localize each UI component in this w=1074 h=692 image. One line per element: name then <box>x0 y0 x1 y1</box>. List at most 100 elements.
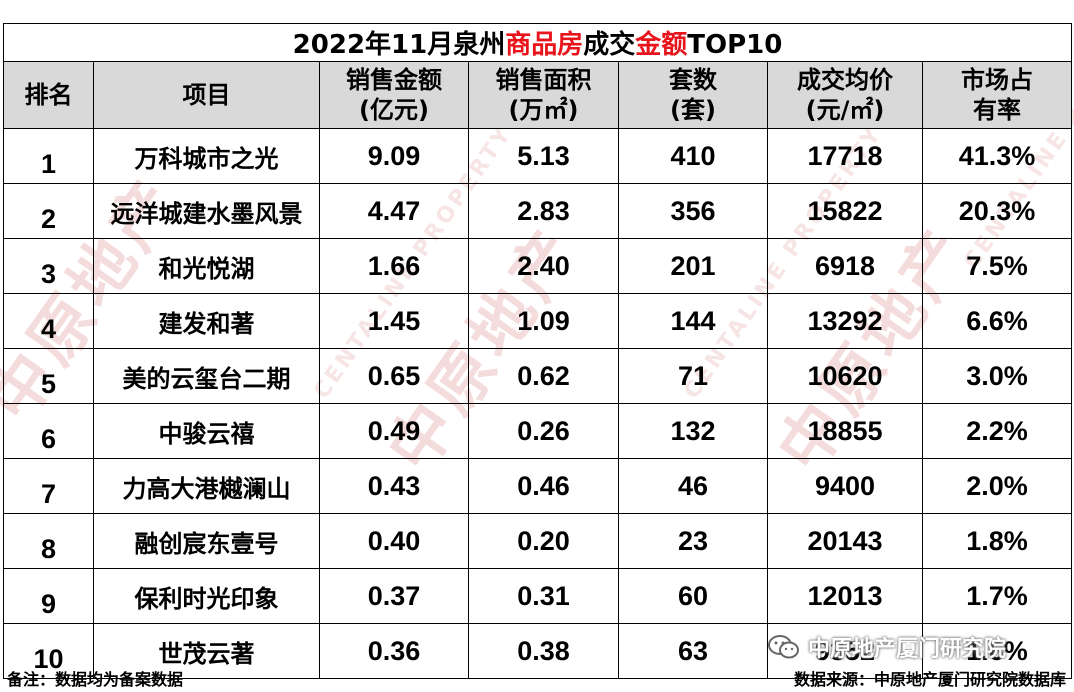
amount-cell: 9.09 <box>319 128 469 184</box>
col-header-units: 套数 (套) <box>618 61 768 129</box>
title-row: 2022年11月泉州商品房成交金额TOP10 <box>2 23 1073 62</box>
table-row: 10 世茂云著 0.36 0.38 63 9352 1.6% <box>3 623 1073 679</box>
rank-cell: 7 <box>3 458 94 514</box>
share-cell: 20.3% <box>921 183 1073 239</box>
table-row: 2 远洋城建水墨风景 4.47 2.83 356 15822 20.3% <box>3 183 1073 239</box>
table-row: 6 中骏云禧 0.49 0.26 132 18855 2.2% <box>3 403 1073 459</box>
area-cell: 0.38 <box>468 623 619 679</box>
rank-cell: 10 <box>3 623 94 679</box>
project-cell: 美的云玺台二期 <box>93 348 320 404</box>
area-cell: 5.13 <box>468 128 619 184</box>
amount-cell: 0.37 <box>319 568 469 624</box>
units-cell: 201 <box>618 238 768 294</box>
amount-cell: 0.40 <box>319 513 469 569</box>
area-cell: 0.31 <box>468 568 619 624</box>
rank-cell: 1 <box>3 128 94 184</box>
title-part: 2022年11月泉州 <box>292 30 506 60</box>
col-header-price: 成交均价 (元/㎡) <box>767 61 923 129</box>
price-cell: 20143 <box>767 513 923 569</box>
price-cell: 15822 <box>767 183 923 239</box>
share-cell: 1.8% <box>921 513 1073 569</box>
amount-cell: 0.49 <box>319 403 469 459</box>
share-cell: 3.0% <box>921 348 1073 404</box>
top10-table: 2022年11月泉州商品房成交金额TOP10 排名 项目 销售金额 (亿元) 销售… <box>2 23 1073 679</box>
project-cell: 万科城市之光 <box>93 128 320 184</box>
price-cell: 18855 <box>767 403 923 459</box>
title-highlight: 金额 <box>635 30 688 60</box>
units-cell: 356 <box>618 183 768 239</box>
rank-cell: 2 <box>3 183 94 239</box>
amount-cell: 0.36 <box>319 623 469 679</box>
area-cell: 2.40 <box>468 238 619 294</box>
share-cell: 7.5% <box>921 238 1073 294</box>
col-header-project: 项目 <box>93 61 320 129</box>
price-cell: 17718 <box>767 128 923 184</box>
price-cell: 9400 <box>767 458 923 514</box>
area-cell: 1.09 <box>468 293 619 349</box>
area-cell: 0.20 <box>468 513 619 569</box>
title-part: TOP10 <box>687 30 783 60</box>
table-title: 2022年11月泉州商品房成交金额TOP10 <box>2 23 1073 62</box>
footer-source: 数据来源：中原地产厦门研究院数据库 <box>793 670 1066 689</box>
units-cell: 46 <box>618 458 768 514</box>
amount-cell: 1.45 <box>319 293 469 349</box>
col-header-rank: 排名 <box>3 61 94 129</box>
project-cell: 建发和著 <box>93 293 320 349</box>
units-cell: 71 <box>618 348 768 404</box>
title-highlight: 商品房 <box>505 30 584 60</box>
rank-cell: 8 <box>3 513 94 569</box>
units-cell: 132 <box>618 403 768 459</box>
project-cell: 力高大港樾澜山 <box>93 458 320 514</box>
price-cell: 12013 <box>767 568 923 624</box>
project-cell: 世茂云著 <box>93 623 320 679</box>
rank-cell: 9 <box>3 568 94 624</box>
project-cell: 中骏云禧 <box>93 403 320 459</box>
units-cell: 410 <box>618 128 768 184</box>
share-cell: 2.2% <box>921 403 1073 459</box>
price-cell: 6918 <box>767 238 923 294</box>
price-cell: 9352 <box>767 623 923 679</box>
col-header-area: 销售面积 (万㎡) <box>468 61 619 129</box>
header-row: 排名 项目 销售金额 (亿元) 销售面积 (万㎡) 套数 (套) 成交均价 (元/㎡) … <box>3 61 1073 129</box>
units-cell: 144 <box>618 293 768 349</box>
table-row: 3 和光悦湖 1.66 2.40 201 6918 7.5% <box>3 238 1073 294</box>
amount-cell: 0.65 <box>319 348 469 404</box>
table-row: 5 美的云玺台二期 0.65 0.62 71 10620 3.0% <box>3 348 1073 404</box>
table-row: 9 保利时光印象 0.37 0.31 60 12013 1.7% <box>3 568 1073 624</box>
share-cell: 1.6% <box>921 623 1073 679</box>
rank-cell: 6 <box>3 403 94 459</box>
project-cell: 和光悦湖 <box>93 238 320 294</box>
wechat-label: 中原地产厦门研究院 <box>808 637 1007 662</box>
amount-cell: 1.66 <box>319 238 469 294</box>
col-header-amount: 销售金额 (亿元) <box>319 61 469 129</box>
wechat-account: 中原地产厦门研究院 <box>768 631 1006 663</box>
wechat-icon <box>768 635 799 659</box>
area-cell: 0.62 <box>468 348 619 404</box>
units-cell: 63 <box>618 623 768 679</box>
share-cell: 2.0% <box>921 458 1073 514</box>
project-cell: 融创宸东壹号 <box>93 513 320 569</box>
amount-cell: 0.43 <box>319 458 469 514</box>
col-header-share: 市场占 有率 <box>921 61 1073 129</box>
units-cell: 23 <box>618 513 768 569</box>
footer-note: 备注：数据均为备案数据 <box>7 670 184 689</box>
share-cell: 1.7% <box>921 568 1073 624</box>
share-cell: 41.3% <box>921 128 1073 184</box>
price-cell: 13292 <box>767 293 923 349</box>
project-cell: 保利时光印象 <box>93 568 320 624</box>
rank-cell: 3 <box>3 238 94 294</box>
rank-cell: 5 <box>3 348 94 404</box>
area-cell: 2.83 <box>468 183 619 239</box>
area-cell: 0.46 <box>468 458 619 514</box>
table-row: 8 融创宸东壹号 0.40 0.20 23 20143 1.8% <box>3 513 1073 569</box>
title-part: 成交 <box>583 30 636 60</box>
amount-cell: 4.47 <box>319 183 469 239</box>
table-row: 1 万科城市之光 9.09 5.13 410 17718 41.3% <box>3 128 1073 184</box>
rank-cell: 4 <box>3 293 94 349</box>
area-cell: 0.26 <box>468 403 619 459</box>
table-row: 7 力高大港樾澜山 0.43 0.46 46 9400 2.0% <box>3 458 1073 514</box>
table-row: 4 建发和著 1.45 1.09 144 13292 6.6% <box>3 293 1073 349</box>
units-cell: 60 <box>618 568 768 624</box>
table-body: 1 万科城市之光 9.09 5.13 410 17718 41.3% 2 远洋城建水墨风景 4.4… <box>3 128 1073 679</box>
price-cell: 10620 <box>767 348 923 404</box>
